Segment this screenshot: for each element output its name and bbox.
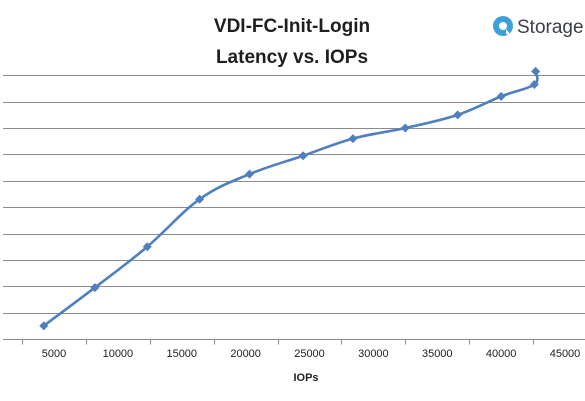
- logo-text: Storage: [517, 17, 584, 38]
- brand-logo: Storage: [493, 16, 584, 38]
- x-tick-label-10000: 10000: [103, 348, 134, 360]
- data-point-10: [529, 80, 539, 90]
- series-group: [39, 66, 541, 331]
- x-tick-label-30000: 30000: [358, 348, 389, 360]
- series-line-0: [42, 70, 539, 328]
- data-point-9: [496, 91, 506, 101]
- data-point-4: [244, 169, 254, 179]
- data-point-6: [348, 134, 358, 144]
- data-point-1: [90, 283, 100, 293]
- gridlines: [3, 75, 585, 314]
- chart-title: VDI-FC-Init-Login Latency vs. IOPs: [214, 16, 370, 68]
- x-tick-label-15000: 15000: [166, 348, 197, 360]
- x-tick-labels: 5000 10000 15000 20000 25000 30000 35000 40000 4…: [42, 348, 581, 360]
- x-tick-label-45000: 45000: [550, 348, 581, 360]
- x-tick-label-20000: 20000: [230, 348, 261, 360]
- x-axis-label: IOPs: [293, 372, 318, 384]
- x-tick-label-25000: 25000: [294, 348, 325, 360]
- data-point-5: [298, 151, 308, 161]
- data-point-8: [453, 110, 463, 120]
- data-point-2: [142, 242, 152, 252]
- x-tick-label-5000: 5000: [42, 348, 66, 360]
- data-point-0: [39, 321, 49, 331]
- chart-title-line-2: Latency vs. IOPs: [216, 47, 368, 68]
- x-axis: [3, 339, 585, 345]
- data-point-7: [400, 123, 410, 133]
- x-tick-label-35000: 35000: [422, 348, 453, 360]
- data-point-3: [195, 194, 205, 204]
- data-point-11: [531, 66, 541, 76]
- chart-title-line-1: VDI-FC-Init-Login: [214, 16, 370, 37]
- x-tick-label-40000: 40000: [486, 348, 517, 360]
- storagereview-logo-icon: [493, 16, 513, 36]
